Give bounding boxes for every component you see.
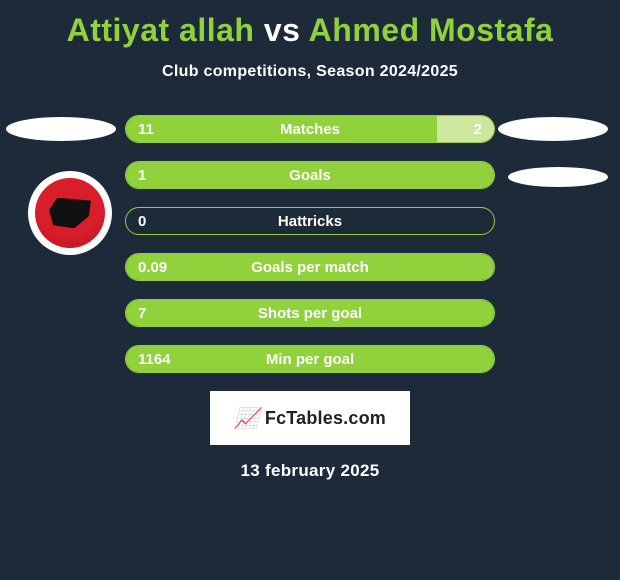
stat-label: Goals xyxy=(126,167,494,184)
player2-name: Ahmed Mostafa xyxy=(309,12,554,48)
stat-bar: 7Shots per goal xyxy=(125,299,495,327)
stat-bar: 0.09Goals per match xyxy=(125,253,495,281)
stat-label: Hattricks xyxy=(126,213,494,230)
date-label: 13 february 2025 xyxy=(0,461,620,481)
al-ahly-badge-icon xyxy=(35,178,105,248)
stat-bar: 1Goals xyxy=(125,161,495,189)
vs-text: vs xyxy=(264,12,301,48)
fctables-logo[interactable]: 📈 FcTables.com xyxy=(210,391,410,445)
stat-label: Matches xyxy=(126,121,494,138)
player1-name: Attiyat allah xyxy=(67,12,255,48)
stat-label: Shots per goal xyxy=(126,305,494,322)
player1-silhouette-icon xyxy=(6,117,116,141)
player2-silhouette-icon xyxy=(498,117,608,141)
stat-bar: 11Matches2 xyxy=(125,115,495,143)
chart-icon: 📈 xyxy=(234,406,259,431)
stat-bar: 1164Min per goal xyxy=(125,345,495,373)
stat-value-right: 2 xyxy=(474,121,482,138)
stat-label: Goals per match xyxy=(126,259,494,276)
player2-club-icon xyxy=(508,167,608,187)
comparison-title: Attiyat allah vs Ahmed Mostafa xyxy=(0,0,620,49)
brand-text: FcTables.com xyxy=(265,408,386,429)
stat-bar: 0Hattricks xyxy=(125,207,495,235)
player1-club-badge xyxy=(28,171,112,255)
stats-chart: 11Matches2 1Goals 0Hattricks 0.09Goals per … xyxy=(0,115,620,373)
stat-label: Min per goal xyxy=(126,351,494,368)
subtitle: Club competitions, Season 2024/2025 xyxy=(0,63,620,81)
